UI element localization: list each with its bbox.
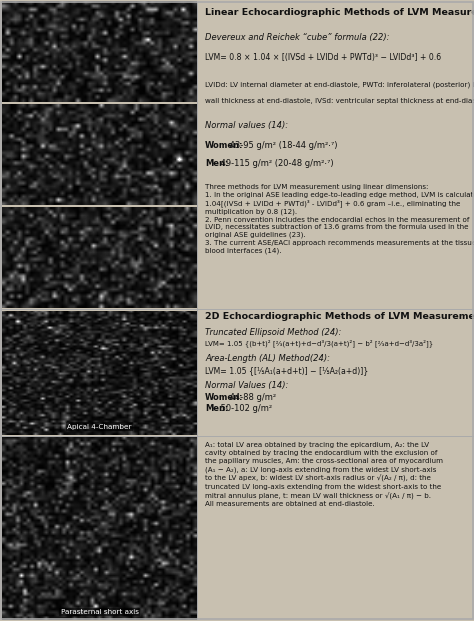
Text: Truncated Ellipsoid Method (24):: Truncated Ellipsoid Method (24): xyxy=(205,328,341,337)
Text: 49-115 g/m² (20-48 g/m²⋅⁷): 49-115 g/m² (20-48 g/m²⋅⁷) xyxy=(219,159,334,168)
Text: 44-88 g/m²: 44-88 g/m² xyxy=(227,393,276,402)
Text: wall thickness at end-diastole, IVSd: ventricular septal thickness at end-diasto: wall thickness at end-diastole, IVSd: ve… xyxy=(205,98,474,104)
Text: LVM= 1.05 {[⅕A₁(a+d+t)] − [⅕A₂(a+d)]}: LVM= 1.05 {[⅕A₁(a+d+t)] − [⅕A₂(a+d)]} xyxy=(205,366,368,375)
Text: Parasternal short axis: Parasternal short axis xyxy=(61,609,138,615)
Text: Normal Values (14):: Normal Values (14): xyxy=(205,381,288,390)
Text: Women:: Women: xyxy=(205,142,244,150)
Text: 50-102 g/m²: 50-102 g/m² xyxy=(219,404,273,413)
Text: Women:: Women: xyxy=(205,393,244,402)
Text: Men:: Men: xyxy=(205,404,228,413)
Text: LVM= 0.8 × 1.04 × [(IVSd + LVIDd + PWTd)³ − LVIDd³] + 0.6: LVM= 0.8 × 1.04 × [(IVSd + LVIDd + PWTd)… xyxy=(205,53,441,62)
Text: LVIDd: LV internal diameter at end-diastole, PWTd: inferolateral (posterior) LV: LVIDd: LV internal diameter at end-diast… xyxy=(205,81,474,88)
Text: A₁: total LV area obtained by tracing the epicardium, A₂: the LV
cavity obtained: A₁: total LV area obtained by tracing th… xyxy=(205,442,443,507)
Text: 2D Echocardiographic Methods of LVM Measurement:: 2D Echocardiographic Methods of LVM Meas… xyxy=(205,312,474,322)
Text: Linear Echocardiographic Methods of LVM Measurement:: Linear Echocardiographic Methods of LVM … xyxy=(205,7,474,17)
Text: Apical 4-Chamber: Apical 4-Chamber xyxy=(67,424,132,430)
Text: Devereux and Reichek “cube” formula (22):: Devereux and Reichek “cube” formula (22)… xyxy=(205,33,390,42)
Text: Normal values (14):: Normal values (14): xyxy=(205,121,288,130)
Text: Area-Length (AL) Method(24):: Area-Length (AL) Method(24): xyxy=(205,354,330,363)
Text: 43-95 g/m² (18-44 g/m²⋅⁷): 43-95 g/m² (18-44 g/m²⋅⁷) xyxy=(227,142,337,150)
Text: LVM= 1.05 {(b+t)² [⅔(a+t)+d−d³/3(a+t)²] − b² [⅔a+d−d³/3a²]}: LVM= 1.05 {(b+t)² [⅔(a+t)+d−d³/3(a+t)²] … xyxy=(205,340,433,347)
Text: Three methods for LVM measurement using linear dimensions:
1. In the original AS: Three methods for LVM measurement using … xyxy=(205,184,474,253)
Text: Men:: Men: xyxy=(205,159,228,168)
